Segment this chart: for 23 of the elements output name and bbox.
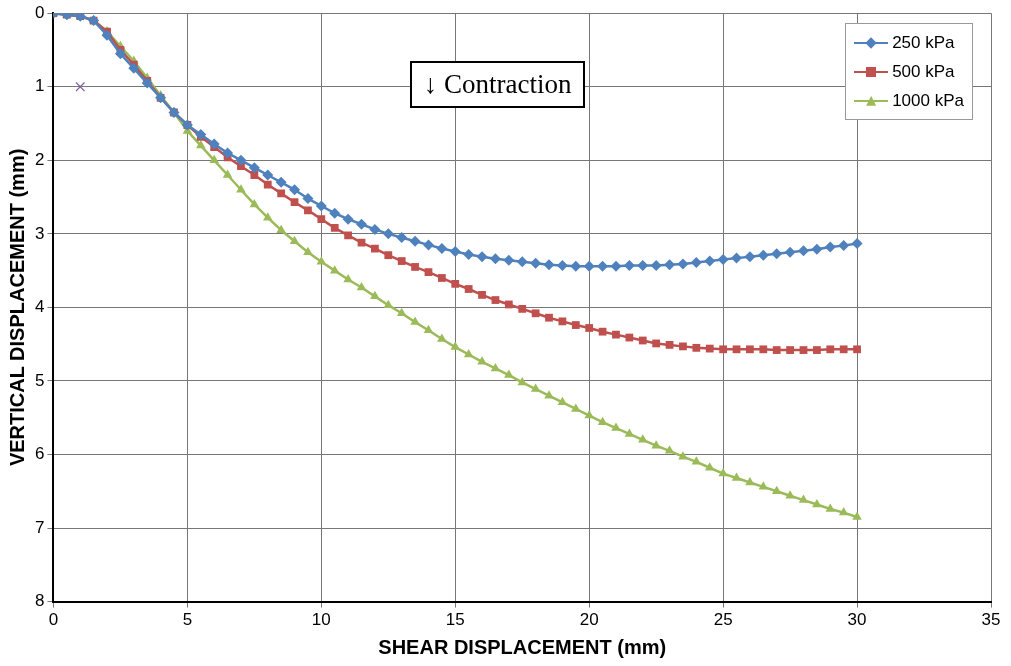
y-tick-label: 8 xyxy=(34,591,45,611)
x-tick-label: 35 xyxy=(981,610,1001,630)
y-tick-label: 4 xyxy=(34,297,45,317)
x-axis-title: SHEAR DISPLACEMENT (mm) xyxy=(378,635,667,658)
y-tick-label: 7 xyxy=(34,517,45,537)
x-tick-label: 20 xyxy=(579,610,599,630)
x-tick-label: 5 xyxy=(182,610,193,630)
x-tick-label: 0 xyxy=(48,610,59,630)
y-axis-title: VERTICAL DISPLACEMENT (mm) xyxy=(5,148,28,467)
y-tick-label: 5 xyxy=(34,370,45,390)
y-tick-label: 6 xyxy=(34,444,45,464)
legend-label: 1000 kPa xyxy=(892,90,964,111)
y-tick-label: 3 xyxy=(34,223,45,243)
legend-label: 250 kPa xyxy=(892,32,955,53)
y-tick-label: 2 xyxy=(34,149,45,169)
y-tick-label: 0 xyxy=(34,2,45,22)
y-tick-label: 1 xyxy=(34,76,45,96)
x-tick-label: 30 xyxy=(847,610,867,630)
legend-label: 500 kPa xyxy=(892,61,955,82)
x-tick-label: 25 xyxy=(713,610,733,630)
x-tick-label: 10 xyxy=(311,610,331,630)
annotation: ↓ Contraction xyxy=(409,61,586,109)
x-tick-label: 15 xyxy=(445,610,465,630)
